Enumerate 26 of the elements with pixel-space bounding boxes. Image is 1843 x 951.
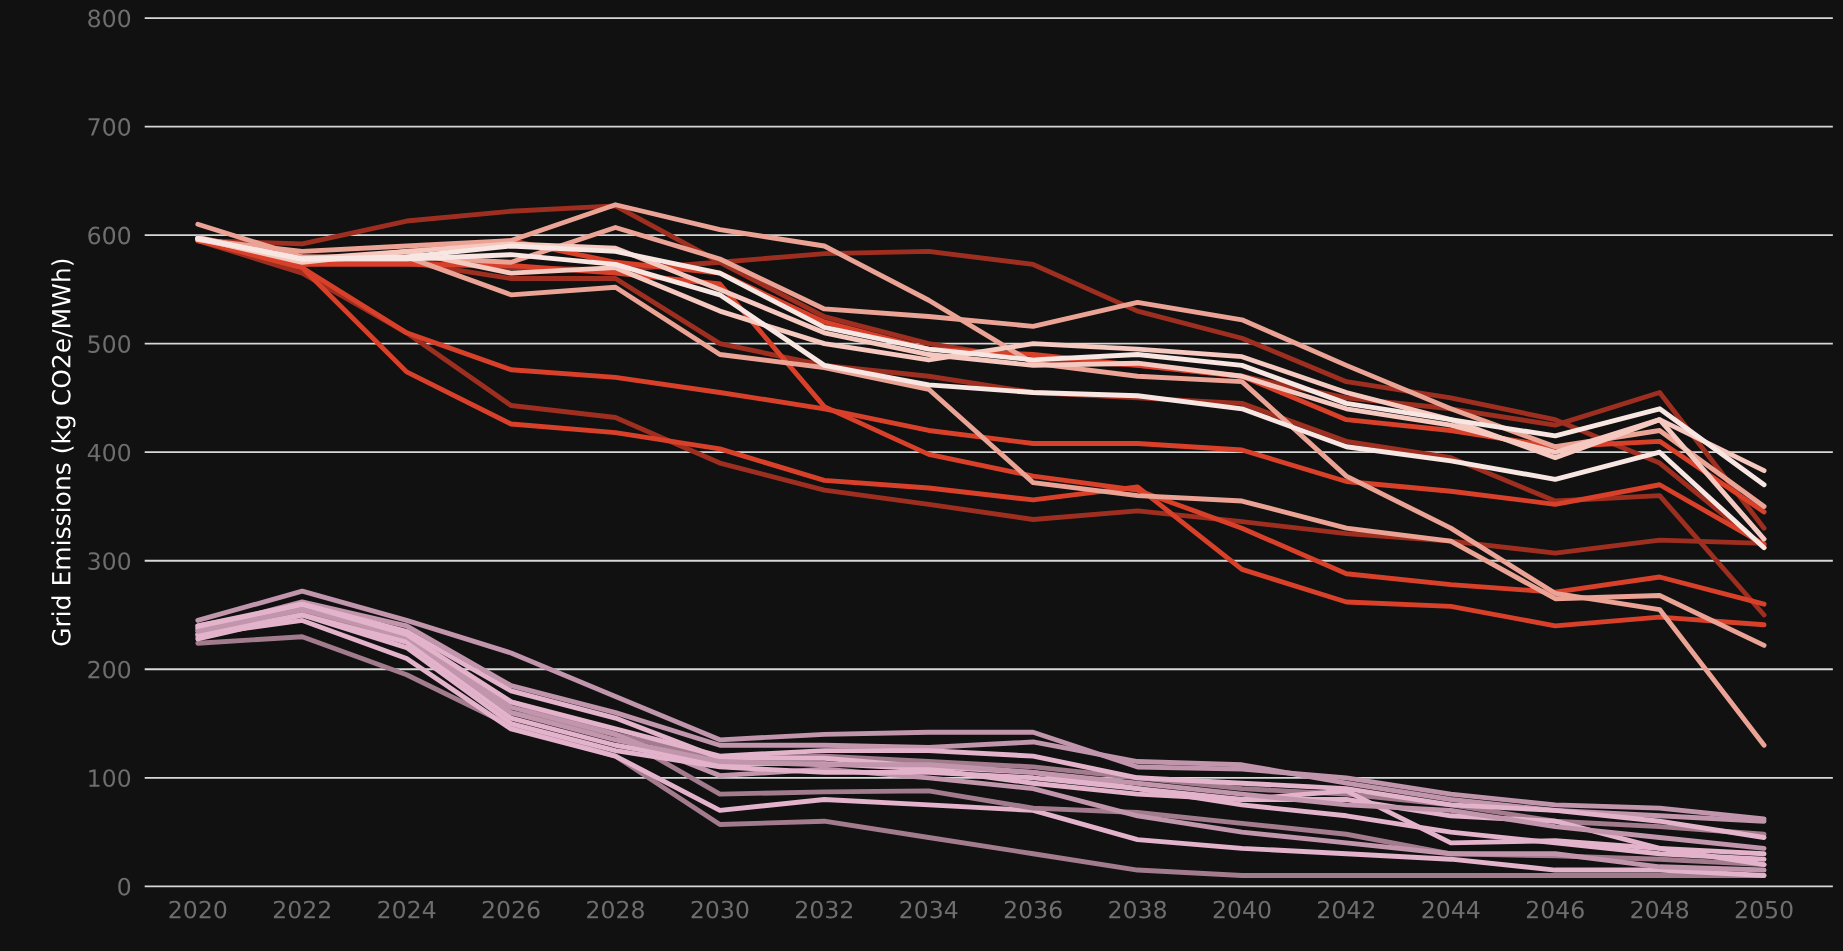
y-tick-label: 800 <box>88 9 131 28</box>
x-tick-label: 2024 <box>378 900 436 919</box>
y-tick-label: 100 <box>89 769 131 788</box>
y-tick-label: 300 <box>88 552 131 571</box>
y-axis-title: Grid Emissions (kg CO2e/MWh) <box>51 259 76 646</box>
x-tick-label: 2026 <box>482 900 540 919</box>
y-tick-label: 700 <box>88 118 131 136</box>
y-tick-label: 400 <box>87 443 131 462</box>
x-tick-label: 2046 <box>1526 900 1584 919</box>
x-tick-label: 2022 <box>273 900 330 919</box>
x-tick-label: 2034 <box>900 900 958 919</box>
y-tick-label: 200 <box>88 660 131 679</box>
x-tick-label: 2038 <box>1109 900 1166 919</box>
x-tick-label: 2042 <box>1318 900 1375 919</box>
y-tick-label: 0 <box>118 877 131 896</box>
x-tick-label: 2036 <box>1004 900 1062 919</box>
y-tick-label: 600 <box>88 226 131 245</box>
x-tick-label: 2044 <box>1422 900 1480 919</box>
y-tick-label: 500 <box>88 335 131 353</box>
x-tick-label: 2032 <box>796 900 852 919</box>
x-tick-label: 2050 <box>1735 900 1793 919</box>
x-tick-label: 2020 <box>169 900 227 919</box>
x-tick-label: 2040 <box>1213 900 1271 919</box>
x-tick-label: 2028 <box>587 900 644 919</box>
x-tick-label: 2048 <box>1631 900 1689 919</box>
x-tick-label: 2030 <box>691 900 749 919</box>
